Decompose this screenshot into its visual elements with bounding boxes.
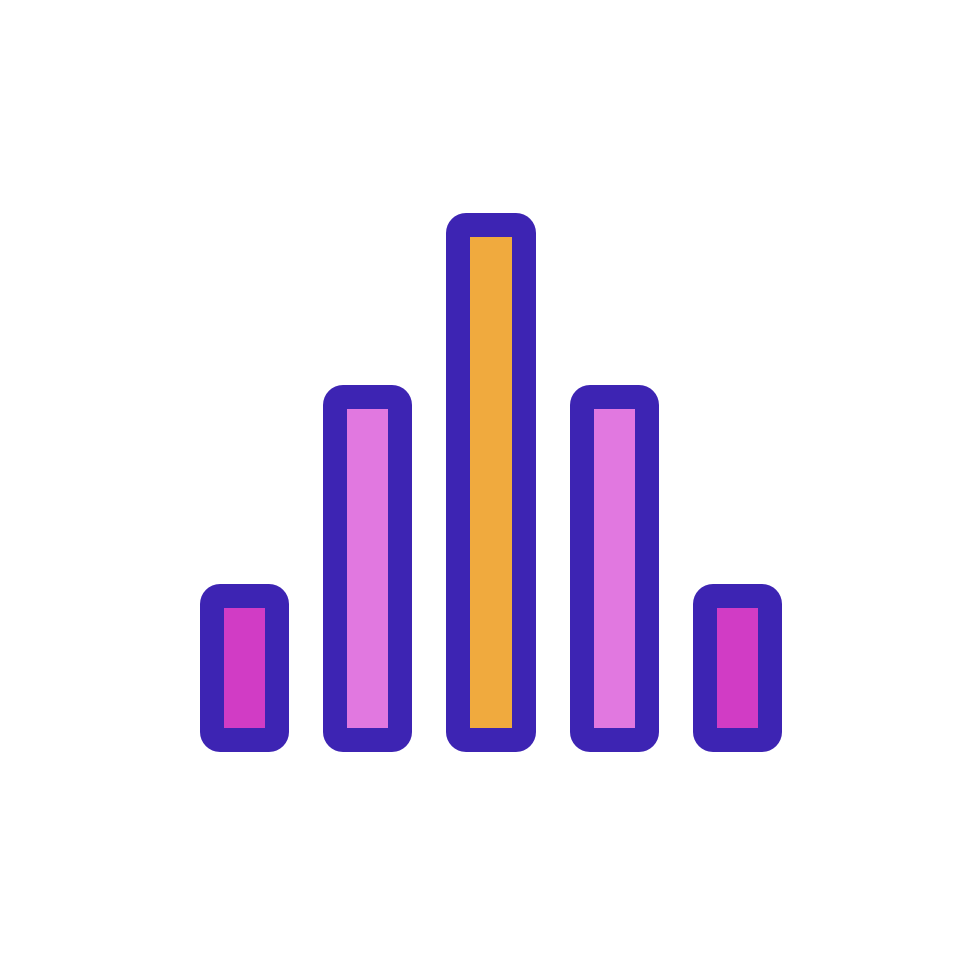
bar-4 bbox=[570, 385, 659, 752]
bar-3 bbox=[446, 213, 537, 752]
bar-chart-icon bbox=[200, 213, 782, 752]
bar-5 bbox=[693, 584, 782, 752]
bar-2 bbox=[323, 385, 412, 752]
bar-1 bbox=[200, 584, 289, 752]
